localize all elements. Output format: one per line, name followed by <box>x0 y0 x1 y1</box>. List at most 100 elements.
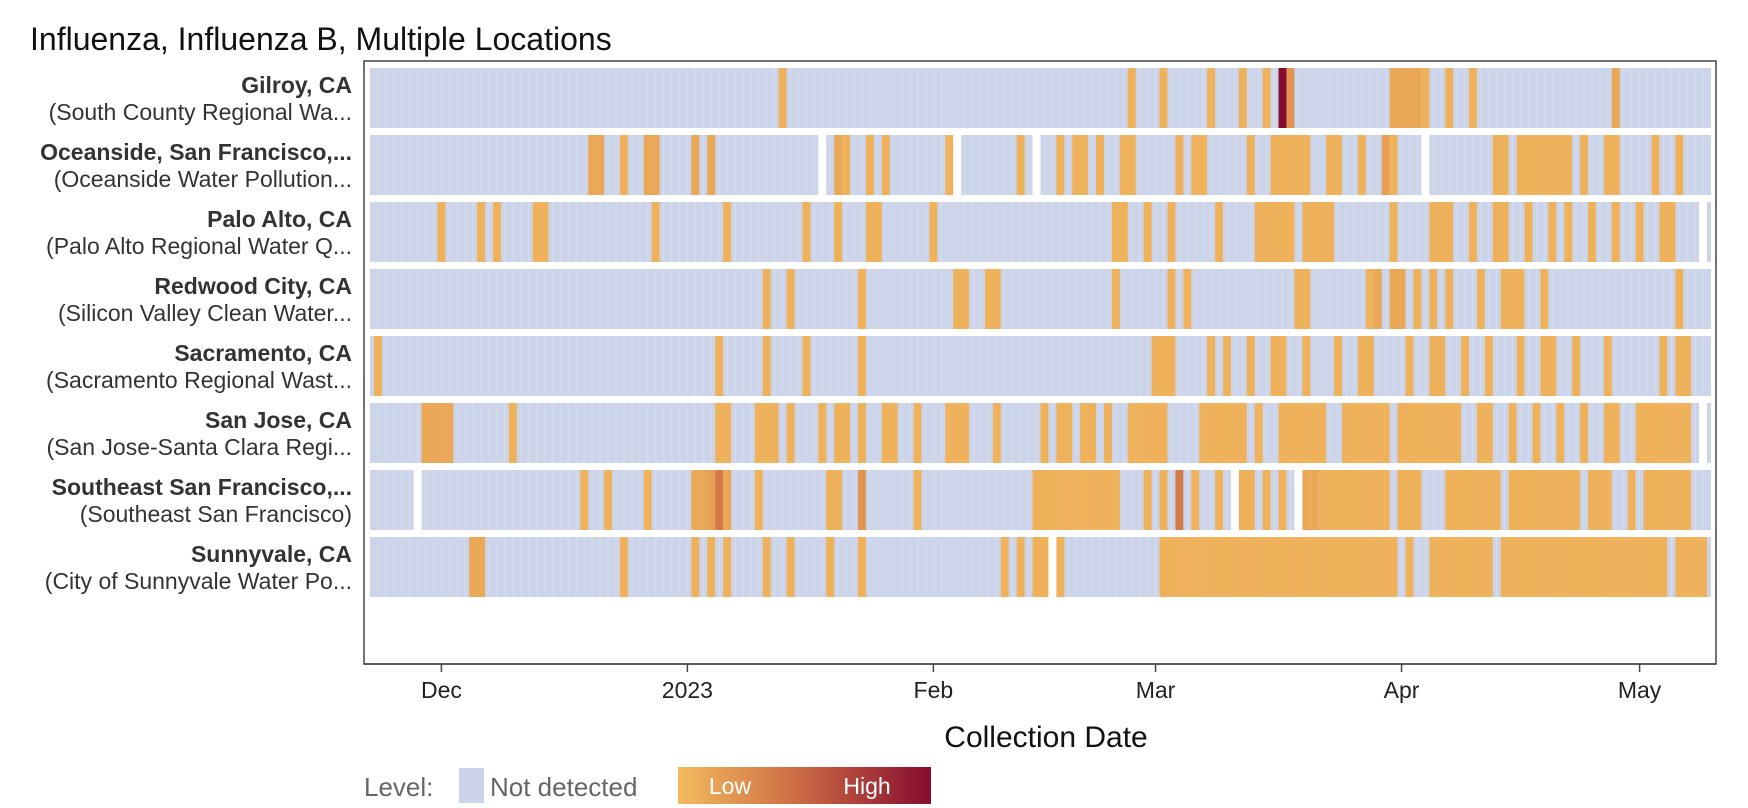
detection-cell <box>1365 470 1374 530</box>
detection-cell <box>1302 269 1311 329</box>
detection-cell <box>1215 403 1224 463</box>
detection-cell <box>1294 269 1303 329</box>
missing-sample-gap <box>1699 403 1708 463</box>
detection-cell <box>1326 537 1335 597</box>
sample-grid <box>377 68 1704 128</box>
detection-cell <box>1175 135 1184 195</box>
detection-cell <box>834 135 843 195</box>
detection-cell <box>1532 135 1541 195</box>
detection-cell <box>786 537 795 597</box>
detection-cell <box>1516 537 1525 597</box>
detection-cell <box>651 202 660 262</box>
detection-cell <box>1397 68 1406 128</box>
detection-cell <box>1564 470 1573 530</box>
detection-cell <box>1318 202 1327 262</box>
detection-cell <box>1159 336 1168 396</box>
detection-cell <box>1389 269 1398 329</box>
detection-cell <box>1580 135 1589 195</box>
detection-cell <box>857 336 866 396</box>
site-label: Sacramento, CA(Sacramento Regional Wast.… <box>46 340 352 393</box>
site-subtitle: (City of Sunnyvale Water Po... <box>45 568 352 594</box>
detection-cell <box>1302 135 1311 195</box>
detection-cell <box>588 135 597 195</box>
detection-cell <box>1310 470 1319 530</box>
detection-cell <box>1016 135 1025 195</box>
detection-cell <box>1413 403 1422 463</box>
heatmap-row <box>370 135 1711 195</box>
detection-cell <box>1127 403 1136 463</box>
site-name: Gilroy, CA <box>241 72 352 98</box>
detection-cell <box>1675 269 1684 329</box>
detection-cell <box>1072 470 1081 530</box>
detection-cell <box>945 135 954 195</box>
detection-cell <box>580 470 589 530</box>
detection-cell <box>1254 202 1263 262</box>
detection-cell <box>1476 537 1485 597</box>
detection-cell <box>1381 135 1390 195</box>
site-name: Redwood City, CA <box>154 273 352 299</box>
detection-cell <box>1667 470 1676 530</box>
detection-cell <box>643 470 652 530</box>
detection-cell <box>1683 537 1692 597</box>
detection-cell <box>1326 135 1335 195</box>
site-label: Gilroy, CA(South County Regional Wa... <box>49 72 352 125</box>
detection-cell <box>913 403 922 463</box>
detection-cell <box>1270 336 1279 396</box>
detection-cell <box>1492 470 1501 530</box>
heatmap-row <box>370 537 1711 597</box>
detection-cell <box>1278 135 1287 195</box>
detection-cell <box>786 403 795 463</box>
detection-cell <box>1659 336 1668 396</box>
detection-cell <box>1016 537 1025 597</box>
detection-cell <box>1207 403 1216 463</box>
detection-cell <box>834 403 843 463</box>
detection-cell <box>1524 135 1533 195</box>
detection-cell <box>778 68 787 128</box>
detection-cell <box>1572 336 1581 396</box>
detection-cell <box>786 269 795 329</box>
detection-cell <box>1437 537 1446 597</box>
detection-cell <box>762 269 771 329</box>
detection-cell <box>1572 537 1581 597</box>
detection-cell <box>1643 470 1652 530</box>
site-name: Southeast San Francisco,... <box>52 474 352 500</box>
detection-cell <box>1199 135 1208 195</box>
detection-cell <box>826 537 835 597</box>
detection-cell <box>1540 269 1549 329</box>
detection-cell <box>945 403 954 463</box>
detection-cell <box>1627 537 1636 597</box>
detection-cell <box>1476 269 1485 329</box>
detection-cell <box>1246 336 1255 396</box>
detection-cell <box>619 135 628 195</box>
detection-cell <box>1302 537 1311 597</box>
detection-cell <box>1675 537 1684 597</box>
detection-cell <box>762 336 771 396</box>
detection-cell <box>1357 135 1366 195</box>
detection-cell <box>1548 202 1557 262</box>
detection-cell <box>1349 537 1358 597</box>
detection-cell <box>1365 269 1374 329</box>
detection-cell <box>707 135 716 195</box>
detection-cell <box>1357 336 1366 396</box>
detection-cell <box>1588 470 1596 530</box>
sample-grid <box>377 135 1704 195</box>
detection-cell <box>1468 202 1477 262</box>
detection-cell <box>1508 403 1517 463</box>
detection-cell <box>762 537 771 597</box>
legend-level-label: Level: <box>364 772 433 802</box>
detection-cell <box>1175 470 1184 530</box>
detection-cell <box>1405 336 1414 396</box>
detection-cell <box>1397 269 1406 329</box>
detection-cell <box>437 403 446 463</box>
detection-cell <box>1056 537 1065 597</box>
detection-cell <box>1151 336 1160 396</box>
detection-cell <box>1365 336 1374 396</box>
detection-cell <box>1564 537 1573 597</box>
detection-cell <box>1215 470 1224 530</box>
x-tick-label: Mar <box>1136 677 1176 703</box>
detection-cell <box>1119 202 1128 262</box>
detection-cell <box>1556 135 1565 195</box>
x-tick-label: 2023 <box>662 677 713 703</box>
detection-cell <box>857 470 866 530</box>
detection-cell <box>1143 403 1152 463</box>
